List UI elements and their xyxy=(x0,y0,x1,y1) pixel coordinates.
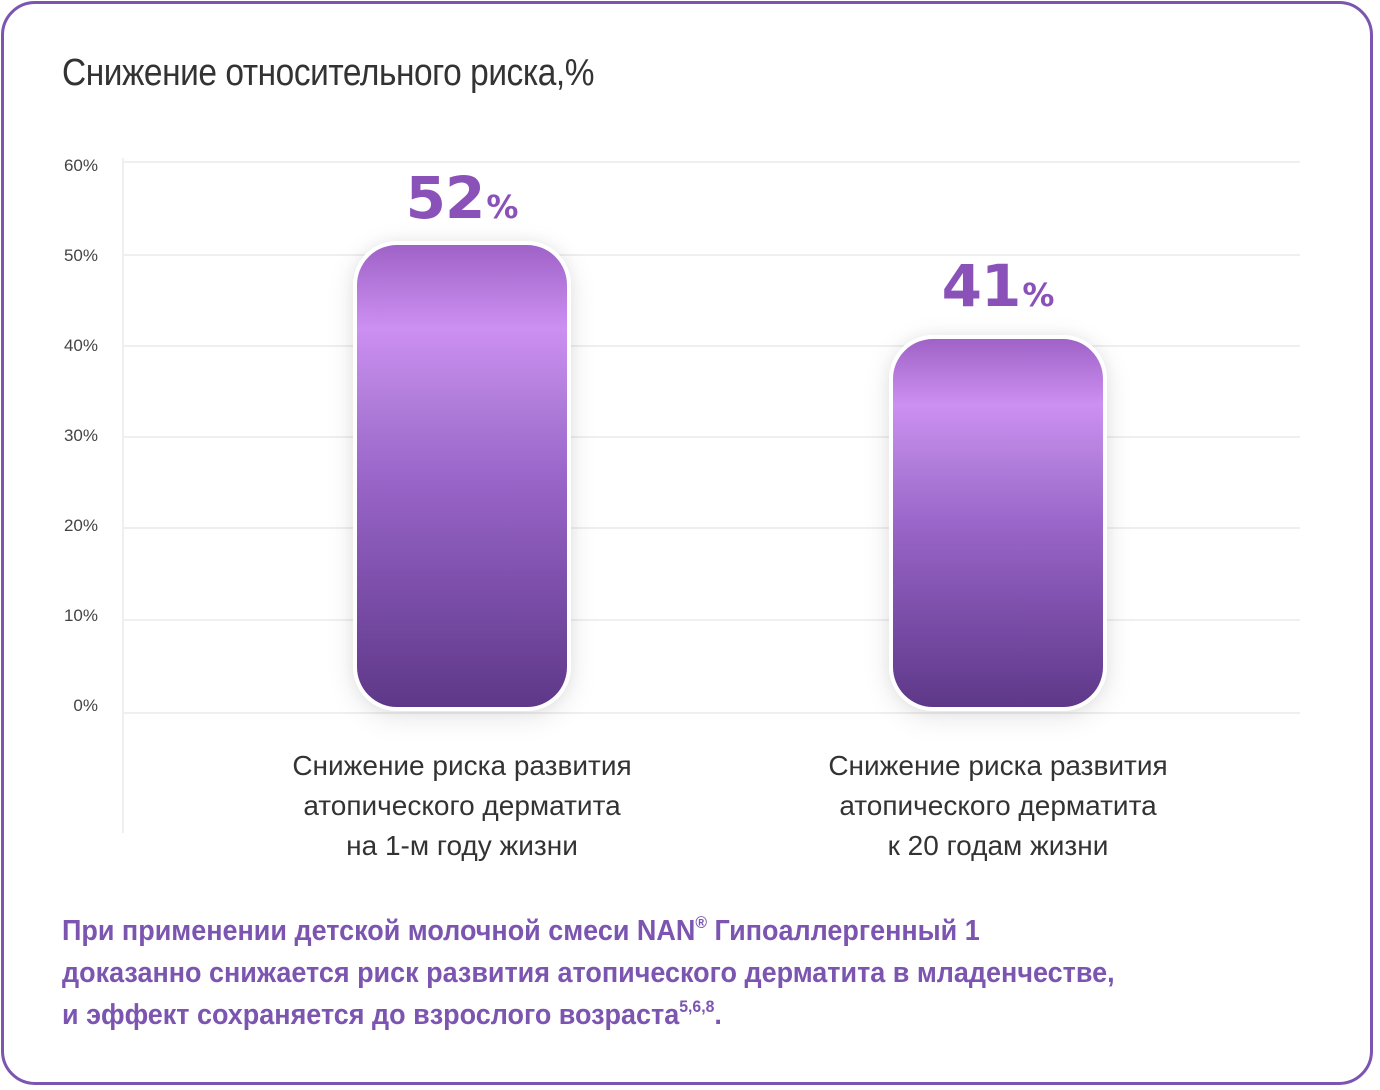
bar-1 xyxy=(353,241,571,711)
bar-value-unit: % xyxy=(1022,276,1055,314)
bar-value-number: 41 xyxy=(941,252,1022,320)
reference-superscript: 5,6,8 xyxy=(679,997,715,1016)
y-tick-label: 50% xyxy=(63,246,98,265)
note-text: . xyxy=(714,999,722,1031)
y-tick-label: 0% xyxy=(73,696,98,715)
y-tick-label: 30% xyxy=(63,426,98,445)
y-axis-line xyxy=(122,158,124,833)
y-tick-label: 10% xyxy=(63,606,98,625)
category-label-line: Снижение риска развития xyxy=(292,750,632,781)
bar-value-number: 52 xyxy=(405,164,486,232)
conclusion-note: При применении детской молочной смеси NA… xyxy=(62,910,1352,1036)
category-label-2: Снижение риска развития атопического дер… xyxy=(768,746,1228,866)
category-label-line: на 1-м году жизни xyxy=(346,830,578,861)
category-label-line: к 20 годам жизни xyxy=(887,830,1109,861)
gridline-50 xyxy=(124,254,1300,256)
note-text: При применении детской молочной смеси NA… xyxy=(62,915,696,947)
bar-value-label-2: 41% xyxy=(848,252,1148,320)
gridline-20 xyxy=(124,527,1300,529)
note-line-1: При применении детской молочной смеси NA… xyxy=(62,910,1262,952)
gridline-40 xyxy=(124,345,1300,347)
gridline-30 xyxy=(124,436,1300,438)
gridline-60 xyxy=(124,161,1300,163)
y-tick-label: 20% xyxy=(63,516,98,535)
category-label-line: Снижение риска развития xyxy=(828,750,1168,781)
bar-value-label-1: 52% xyxy=(312,164,612,232)
note-text: Гипоаллергенный 1 xyxy=(706,915,980,947)
y-tick-label: 40% xyxy=(63,336,98,355)
gridline-10 xyxy=(124,619,1300,621)
registered-mark: ® xyxy=(695,913,707,932)
bar-value-unit: % xyxy=(486,188,519,226)
note-text: и эффект сохраняется до взрослого возрас… xyxy=(62,999,680,1031)
note-line-3: и эффект сохраняется до взрослого возрас… xyxy=(62,994,1262,1036)
note-line-2: доказанно снижается риск развития атопич… xyxy=(62,957,1115,989)
category-label-line: атопического дерматита xyxy=(303,790,621,821)
bar-2 xyxy=(889,335,1107,711)
y-tick-label: 60% xyxy=(63,156,98,175)
category-label-1: Снижение риска развития атопического дер… xyxy=(232,746,692,866)
chart-title: Снижение относительного риска,% xyxy=(62,52,595,94)
category-label-line: атопического дерматита xyxy=(839,790,1157,821)
gridline-0 xyxy=(124,712,1300,714)
